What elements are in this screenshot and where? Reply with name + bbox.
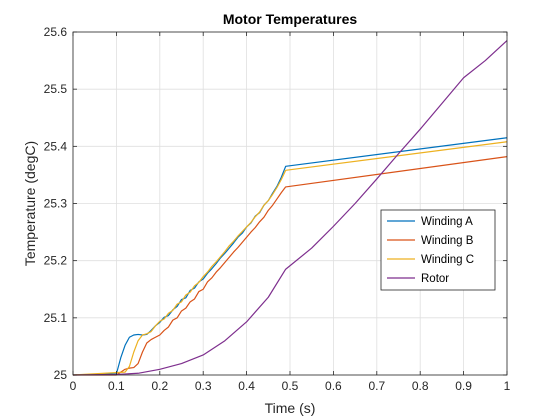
legend-label-rotor: Rotor: [421, 273, 449, 285]
series-line-winding-c: [72, 141, 508, 376]
legend-label-winding-a: Winding A: [421, 216, 473, 228]
x-axis-label: Time (s): [265, 400, 316, 416]
y-tick-label: 25.6: [44, 25, 68, 39]
x-tick-label: 0.9: [455, 379, 472, 393]
chart-title: Motor Temperatures: [223, 11, 358, 27]
x-tick-label: 0: [70, 379, 77, 393]
y-tick-label: 25.2: [44, 254, 68, 268]
ticks: 0 0.1 0.2 0.3 0.4 0.5 0.6 0.7 0.8 0.9 1 25 25.1 25.2 2…: [44, 25, 511, 393]
series-lines: [72, 40, 508, 376]
y-tick-label: 25.5: [44, 82, 68, 96]
series-line-winding-b: [73, 156, 508, 376]
series-line-rotor: [72, 40, 508, 376]
x-tick-label: 0.3: [195, 379, 212, 393]
legend-box: [380, 209, 496, 291]
x-tick-label: 0.2: [151, 379, 168, 393]
y-tick-label: 25.1: [44, 311, 68, 325]
x-tick-label: 0.7: [368, 379, 385, 393]
x-tick-label: 0.4: [238, 379, 255, 393]
legend-label-winding-c: Winding C: [421, 254, 474, 266]
x-tick-label: 0.1: [108, 379, 125, 393]
x-tick-label: 0.8: [412, 379, 429, 393]
x-tick-label: 0.5: [282, 379, 299, 393]
y-axis-label: Temperature (degC): [22, 141, 38, 266]
y-tick-label: 25: [54, 368, 68, 382]
legend-label-winding-b: Winding B: [421, 235, 474, 247]
x-tick-label: 0.6: [325, 379, 342, 393]
x-tick-label: 1: [504, 379, 511, 393]
y-tick-label: 25.3: [44, 197, 68, 211]
legend: Winding A Winding B Winding C Rotor: [380, 209, 496, 291]
y-tick-label: 25.4: [44, 139, 68, 153]
